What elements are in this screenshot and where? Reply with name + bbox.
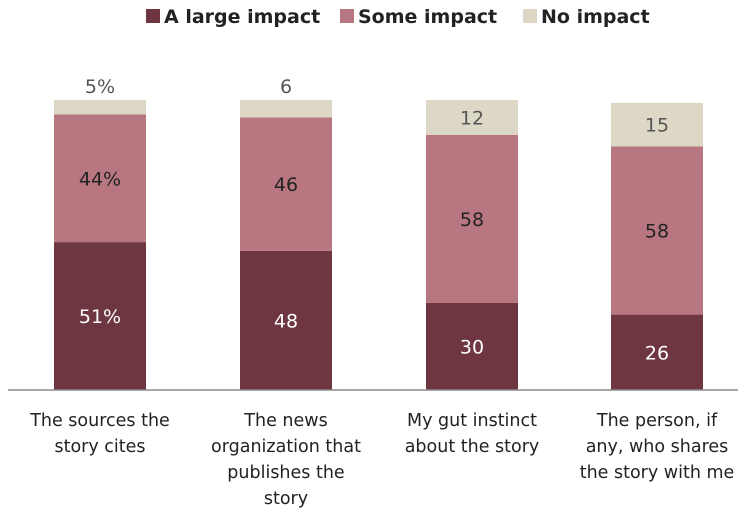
category-label-line: the story with me [580, 463, 735, 483]
bar-segment-a-large-impact-1 [54, 242, 146, 390]
bar-segment-no-impact-4 [611, 102, 703, 147]
bar-stack-3: 30 58 12 [426, 100, 518, 390]
data-label-some-impact-3: 58 [460, 209, 484, 231]
data-label-a-large-impact-3: 30 [460, 337, 484, 359]
legend-item-no-impact: No impact [523, 6, 650, 28]
category-label-line: any, who shares [586, 437, 729, 457]
bar-segment-no-impact-1 [54, 100, 146, 115]
legend-swatch-some-impact [340, 9, 354, 23]
bar-stack-1: 51% 44% 5% [54, 76, 146, 390]
legend-swatch-no-impact [523, 9, 537, 23]
data-label-some-impact-4: 58 [645, 221, 669, 243]
bars: 51% 44% 5% 48 46 6 30 58 12 26 58 15 [54, 76, 703, 390]
data-label-no-impact-4: 15 [645, 115, 669, 137]
legend-label-no-impact: No impact [541, 6, 650, 28]
legend-label-a-large-impact: A large impact [164, 6, 320, 28]
data-label-no-impact-1: 5% [85, 76, 115, 98]
category-label-line: The person, if [596, 411, 718, 431]
legend-label-some-impact: Some impact [358, 6, 497, 28]
legend-item-some-impact: Some impact [340, 6, 497, 28]
bar-segment-a-large-impact-3 [426, 303, 518, 390]
category-label-line: organization that [211, 437, 361, 457]
bar-stack-4: 26 58 15 [611, 102, 703, 390]
category-label-2: The news organization that publishes the st… [211, 411, 361, 509]
bar-segment-a-large-impact-2 [240, 250, 332, 390]
category-label-line: The news [243, 411, 327, 431]
category-label-3: My gut instinct about the story [405, 411, 540, 457]
data-label-a-large-impact-4: 26 [645, 342, 669, 364]
data-label-a-large-impact-2: 48 [274, 310, 298, 332]
legend: A large impact Some impact No impact [146, 6, 650, 28]
category-label-4: The person, if any, who shares the story w… [580, 411, 735, 483]
bar-segment-some-impact-4 [611, 146, 703, 315]
category-label-line: story [264, 489, 308, 509]
category-label-line: story cites [54, 437, 145, 457]
legend-swatch-a-large-impact [146, 9, 160, 23]
bar-segment-no-impact-3 [426, 100, 518, 135]
legend-item-a-large-impact: A large impact [146, 6, 320, 28]
bar-segment-some-impact-1 [54, 114, 146, 243]
bar-segment-a-large-impact-4 [611, 314, 703, 390]
bar-stack-2: 48 46 6 [240, 76, 332, 390]
data-label-some-impact-2: 46 [274, 174, 298, 196]
bar-segment-some-impact-3 [426, 134, 518, 303]
bar-segment-some-impact-2 [240, 117, 332, 251]
data-label-no-impact-2: 6 [280, 76, 292, 98]
category-label-line: publishes the [227, 463, 344, 483]
category-label-line: about the story [405, 437, 540, 457]
category-label-line: The sources the [29, 411, 170, 431]
category-label-line: My gut instinct [407, 411, 537, 431]
category-labels: The sources the story cites The news organi… [29, 411, 734, 509]
bar-segment-no-impact-2 [240, 100, 332, 118]
data-label-a-large-impact-1: 51% [79, 306, 121, 328]
data-label-no-impact-3: 12 [460, 107, 484, 129]
data-label-some-impact-1: 44% [79, 168, 121, 190]
category-label-1: The sources the story cites [29, 411, 170, 457]
